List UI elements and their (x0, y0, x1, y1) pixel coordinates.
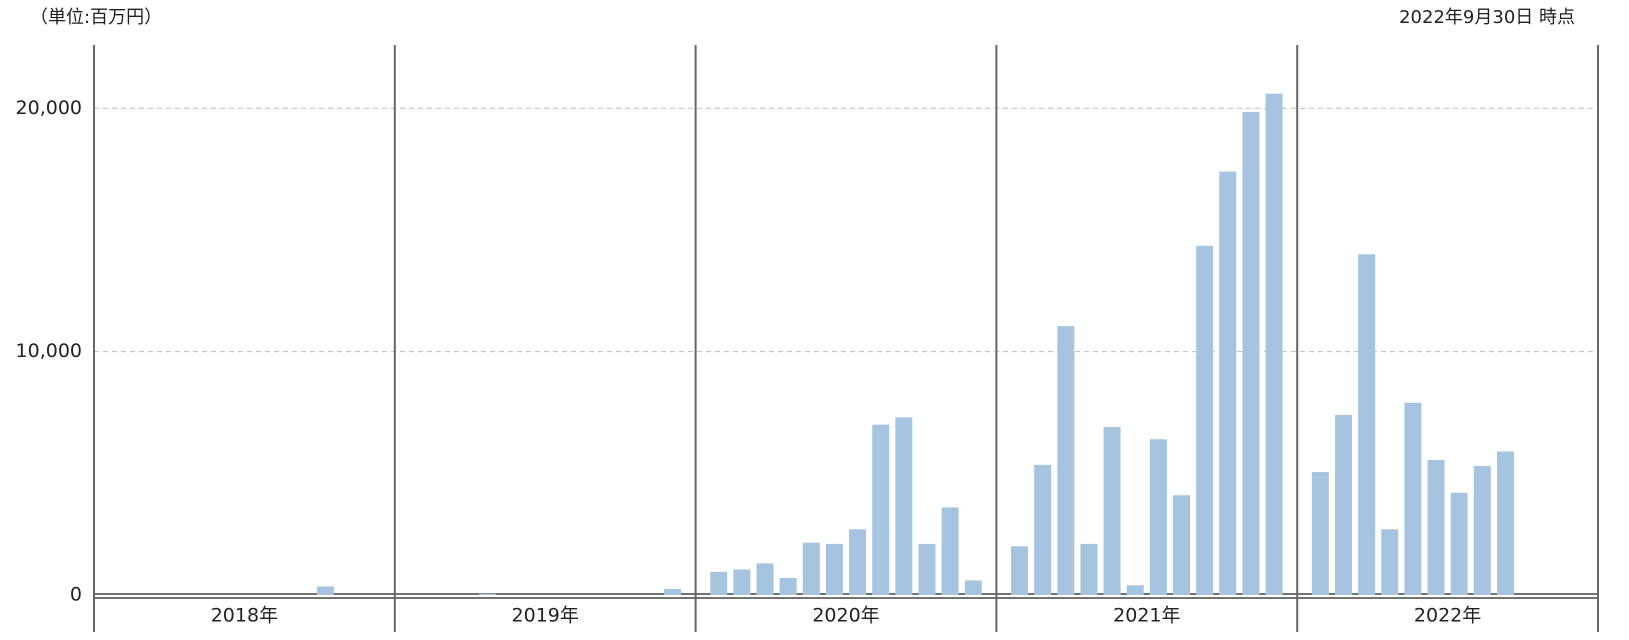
bar (316, 586, 334, 595)
bar (1126, 585, 1144, 595)
bar (802, 542, 820, 595)
y-tick-label: 0 (70, 584, 82, 606)
bar (1057, 326, 1075, 595)
bar (941, 507, 959, 595)
x-group-label: 2021年 (1113, 605, 1180, 627)
bar (1358, 254, 1376, 595)
bar (756, 563, 774, 595)
bar (1311, 472, 1329, 595)
bar (1034, 464, 1052, 595)
bar (872, 424, 890, 595)
bar (1381, 529, 1399, 595)
bar (1404, 402, 1422, 595)
bar (964, 580, 982, 595)
bar (710, 571, 728, 595)
bar (825, 543, 843, 595)
x-group-label: 2022年 (1414, 605, 1481, 627)
bar (849, 529, 867, 595)
x-group-label: 2018年 (211, 605, 278, 627)
bar (779, 577, 797, 595)
bar (1265, 93, 1283, 595)
bar (1450, 492, 1468, 595)
bar (733, 569, 751, 595)
bar (1334, 414, 1352, 595)
unit-label: （単位:百万円） (30, 7, 162, 28)
y-tick-label: 20,000 (16, 97, 82, 119)
bar (1196, 245, 1214, 595)
as-of-label: 2022年9月30日 時点 (1399, 7, 1575, 28)
bar (1080, 543, 1098, 595)
bar (663, 588, 681, 595)
bar (1173, 495, 1191, 595)
bar (1011, 546, 1029, 595)
bar (1473, 466, 1491, 595)
bar (1427, 459, 1445, 595)
bar (478, 593, 496, 595)
bar (1496, 451, 1514, 595)
y-tick-label: 10,000 (16, 340, 82, 362)
bar (918, 543, 936, 595)
bar (1242, 111, 1260, 596)
x-group-label: 2020年 (812, 605, 879, 627)
bar (1149, 439, 1167, 595)
bar (895, 417, 913, 595)
bar (1103, 427, 1121, 595)
x-group-label: 2019年 (512, 605, 579, 627)
bar (1219, 171, 1237, 595)
